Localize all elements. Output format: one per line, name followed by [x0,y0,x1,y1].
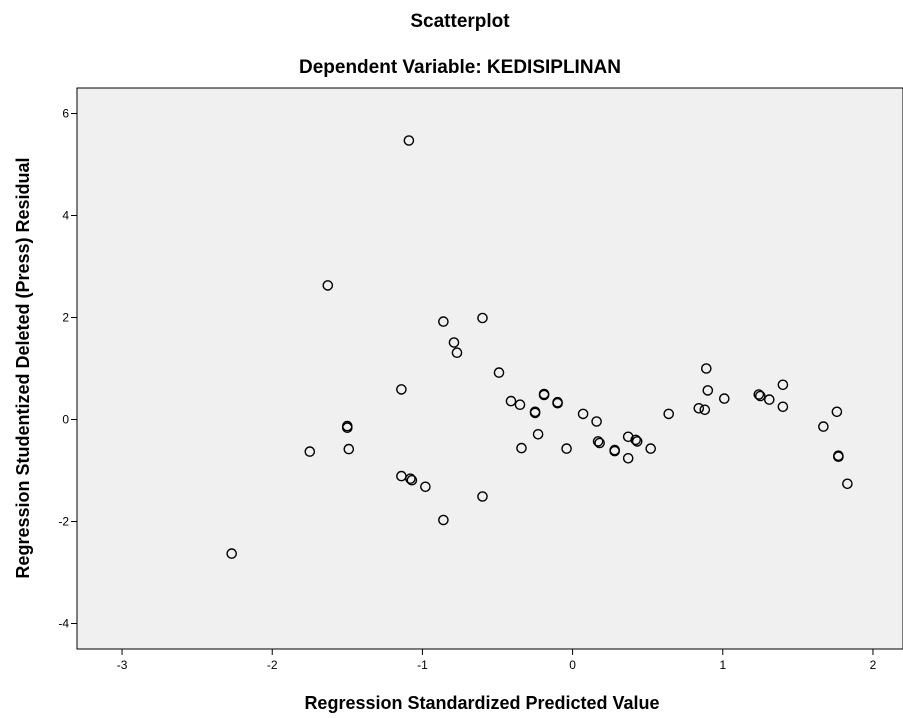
data-point [477,312,488,324]
data-point [777,401,789,413]
y-axis-label: Regression Studentized Deleted (Press) R… [13,157,33,578]
data-point [343,443,355,455]
data-point [552,397,563,409]
y-tick-label: 4 [62,209,69,223]
data-point [451,347,463,359]
data-point [448,337,460,348]
data-point [322,280,334,291]
y-tick-label: 0 [62,413,69,427]
data-point [406,474,418,486]
x-tick-label: -2 [267,658,278,672]
data-point [842,478,853,490]
x-tick-label: 0 [569,658,576,672]
x-tick-label: 2 [870,658,877,672]
data-point [663,408,675,420]
data-point [529,407,541,419]
data-point [403,135,415,146]
data-point [396,384,407,395]
data-point [831,406,843,418]
data-point [622,452,634,464]
data-point [630,434,642,446]
data-point [719,393,730,404]
data-point [438,514,449,526]
data-point [505,395,517,407]
y-tick-label: -2 [58,515,69,529]
data-point [532,428,544,440]
y-tick-label: -4 [58,617,69,631]
x-tick-label: -3 [117,658,128,672]
data-point [304,446,316,457]
data-point [594,437,605,449]
data-point [693,402,705,414]
data-point [516,442,527,454]
chart-subtitle: Dependent Variable: KEDISIPLINAN [299,57,621,78]
data-point [538,388,550,400]
data-point [438,316,449,327]
data-point [777,379,789,391]
data-point [477,491,488,502]
data-point [591,416,602,427]
x-axis: -3 -2 -1 0 1 2 [117,649,877,672]
chart-title: Scatterplot [410,11,510,32]
data-point [645,443,657,454]
data-point [577,408,589,420]
data-point [514,399,526,411]
data-point [631,436,643,447]
data-point [405,473,416,485]
data-point [764,394,775,405]
data-point [609,445,621,457]
x-tick-label: 1 [719,658,726,672]
data-point [226,548,237,559]
data-points [226,135,853,559]
data-point [341,422,353,434]
data-point [753,389,765,400]
plot-area [76,87,903,650]
y-tick-label: 2 [62,311,69,325]
x-axis-label: Regression Standardized Predicted Value [304,693,659,713]
x-tick-label: -1 [417,658,428,672]
data-point [592,436,604,447]
data-point [493,367,505,378]
data-point [561,443,572,454]
data-point [701,363,712,374]
data-point [818,421,829,432]
y-axis: -4 -2 0 2 4 6 [58,107,77,631]
y-tick-label: 6 [62,107,69,121]
data-point [420,481,431,493]
data-point [702,385,714,396]
data-point [699,404,711,416]
data-point [833,451,844,463]
data-point [755,390,766,402]
